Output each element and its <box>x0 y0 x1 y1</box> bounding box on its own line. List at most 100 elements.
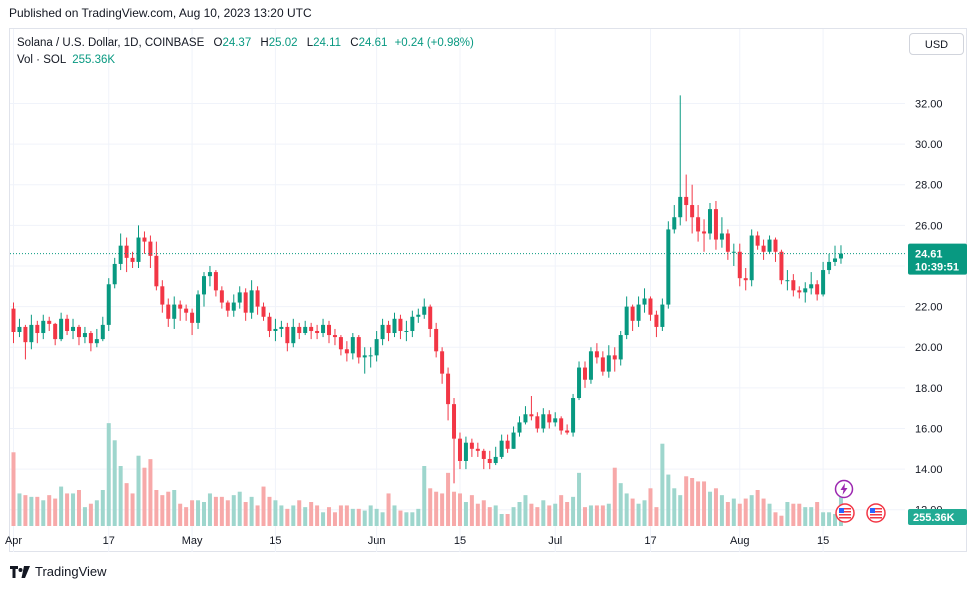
volume-bar <box>82 507 87 526</box>
high-value: 25.02 <box>268 37 298 49</box>
candle <box>440 347 445 384</box>
volume-bar <box>654 507 659 526</box>
candle <box>106 278 111 331</box>
x-tick-label: 17 <box>103 535 115 547</box>
candle <box>41 314 46 340</box>
candle-body <box>452 404 457 439</box>
y-tick-label: 14.00 <box>915 464 943 476</box>
volume-bar <box>332 512 337 526</box>
candle-body <box>219 290 224 303</box>
candle <box>773 237 778 262</box>
candle-body <box>475 448 480 451</box>
lightning-event-icon[interactable] <box>834 479 854 499</box>
change-value: +0.24 (+0.98%) <box>394 37 474 49</box>
candle-body <box>267 316 272 331</box>
volume-bar <box>249 496 254 526</box>
candle-body <box>457 438 462 461</box>
candle <box>279 320 284 338</box>
candle <box>142 231 147 254</box>
candle <box>529 395 534 421</box>
candle-body <box>41 320 46 334</box>
candle-body <box>404 330 409 332</box>
candle-body <box>565 430 570 433</box>
candle <box>517 416 522 437</box>
candle <box>713 200 718 250</box>
candle-body <box>166 304 171 319</box>
volume-bar <box>684 476 689 526</box>
volume-bar <box>761 498 766 526</box>
volume-bar <box>577 472 582 526</box>
volume-bar <box>463 502 468 526</box>
candle <box>594 343 599 364</box>
candle-body <box>392 318 397 334</box>
us-flag-event-icon[interactable] <box>835 503 855 523</box>
candle <box>338 335 343 356</box>
candle <box>82 326 87 344</box>
candle <box>547 410 552 429</box>
volume-marker-value: 255.36K <box>913 512 955 524</box>
candle-body <box>571 398 576 433</box>
candle-body <box>577 367 582 399</box>
candle <box>184 304 189 321</box>
volume-bar <box>112 440 117 526</box>
brand-label: TradingView <box>35 564 107 579</box>
volume-bar <box>65 493 70 526</box>
candle-body <box>612 355 617 360</box>
candle <box>654 310 659 338</box>
candle <box>59 312 64 342</box>
candle-body <box>529 414 534 417</box>
candle <box>118 233 123 271</box>
candle <box>761 239 766 260</box>
tradingview-brand[interactable]: TradingView <box>10 564 107 579</box>
candle-body <box>178 304 183 309</box>
currency-button[interactable]: USD <box>909 33 964 55</box>
candle <box>725 229 730 260</box>
symbol-title[interactable]: Solana / U.S. Dollar, 1D, COINBASE <box>17 37 205 49</box>
candle-body <box>213 272 218 291</box>
candle-body <box>535 416 540 429</box>
volume-bar <box>559 495 564 526</box>
candle <box>225 300 230 317</box>
volume-bar <box>76 490 81 526</box>
volume-bar <box>29 496 34 526</box>
candle <box>797 286 802 299</box>
candle-body <box>446 373 451 405</box>
candle-body <box>285 326 290 344</box>
candle <box>76 324 81 346</box>
volume-bar <box>17 493 22 526</box>
volume-bar <box>517 502 522 526</box>
candle-body <box>600 357 605 372</box>
volume-bar <box>94 500 99 526</box>
candle <box>154 241 159 291</box>
candle <box>23 324 28 360</box>
candle-body <box>654 314 659 327</box>
candle-body <box>761 245 766 252</box>
volume-bar <box>785 502 790 526</box>
volume-bar <box>660 443 665 526</box>
x-tick-label: Jun <box>368 535 386 547</box>
candle <box>332 328 337 346</box>
volume-bar <box>708 491 713 526</box>
volume-bar <box>809 507 814 526</box>
candle-body <box>106 284 111 325</box>
candle <box>446 367 451 421</box>
volume-bar <box>618 483 623 526</box>
candle-body <box>231 302 236 311</box>
candle-body <box>416 314 421 317</box>
volume-bar <box>178 503 183 526</box>
candle <box>94 328 99 348</box>
candle <box>112 257 117 289</box>
candle-body <box>618 335 623 360</box>
candle <box>321 318 326 338</box>
candle <box>767 235 772 254</box>
candle-body <box>53 323 58 340</box>
candle <box>309 322 314 340</box>
candle <box>428 304 433 338</box>
close-label: C <box>350 37 359 49</box>
y-tick-label: 32.00 <box>915 98 943 110</box>
us-flag-event-icon[interactable] <box>866 503 886 523</box>
candle <box>201 272 206 307</box>
volume-bar <box>47 495 52 526</box>
candle <box>273 318 278 342</box>
